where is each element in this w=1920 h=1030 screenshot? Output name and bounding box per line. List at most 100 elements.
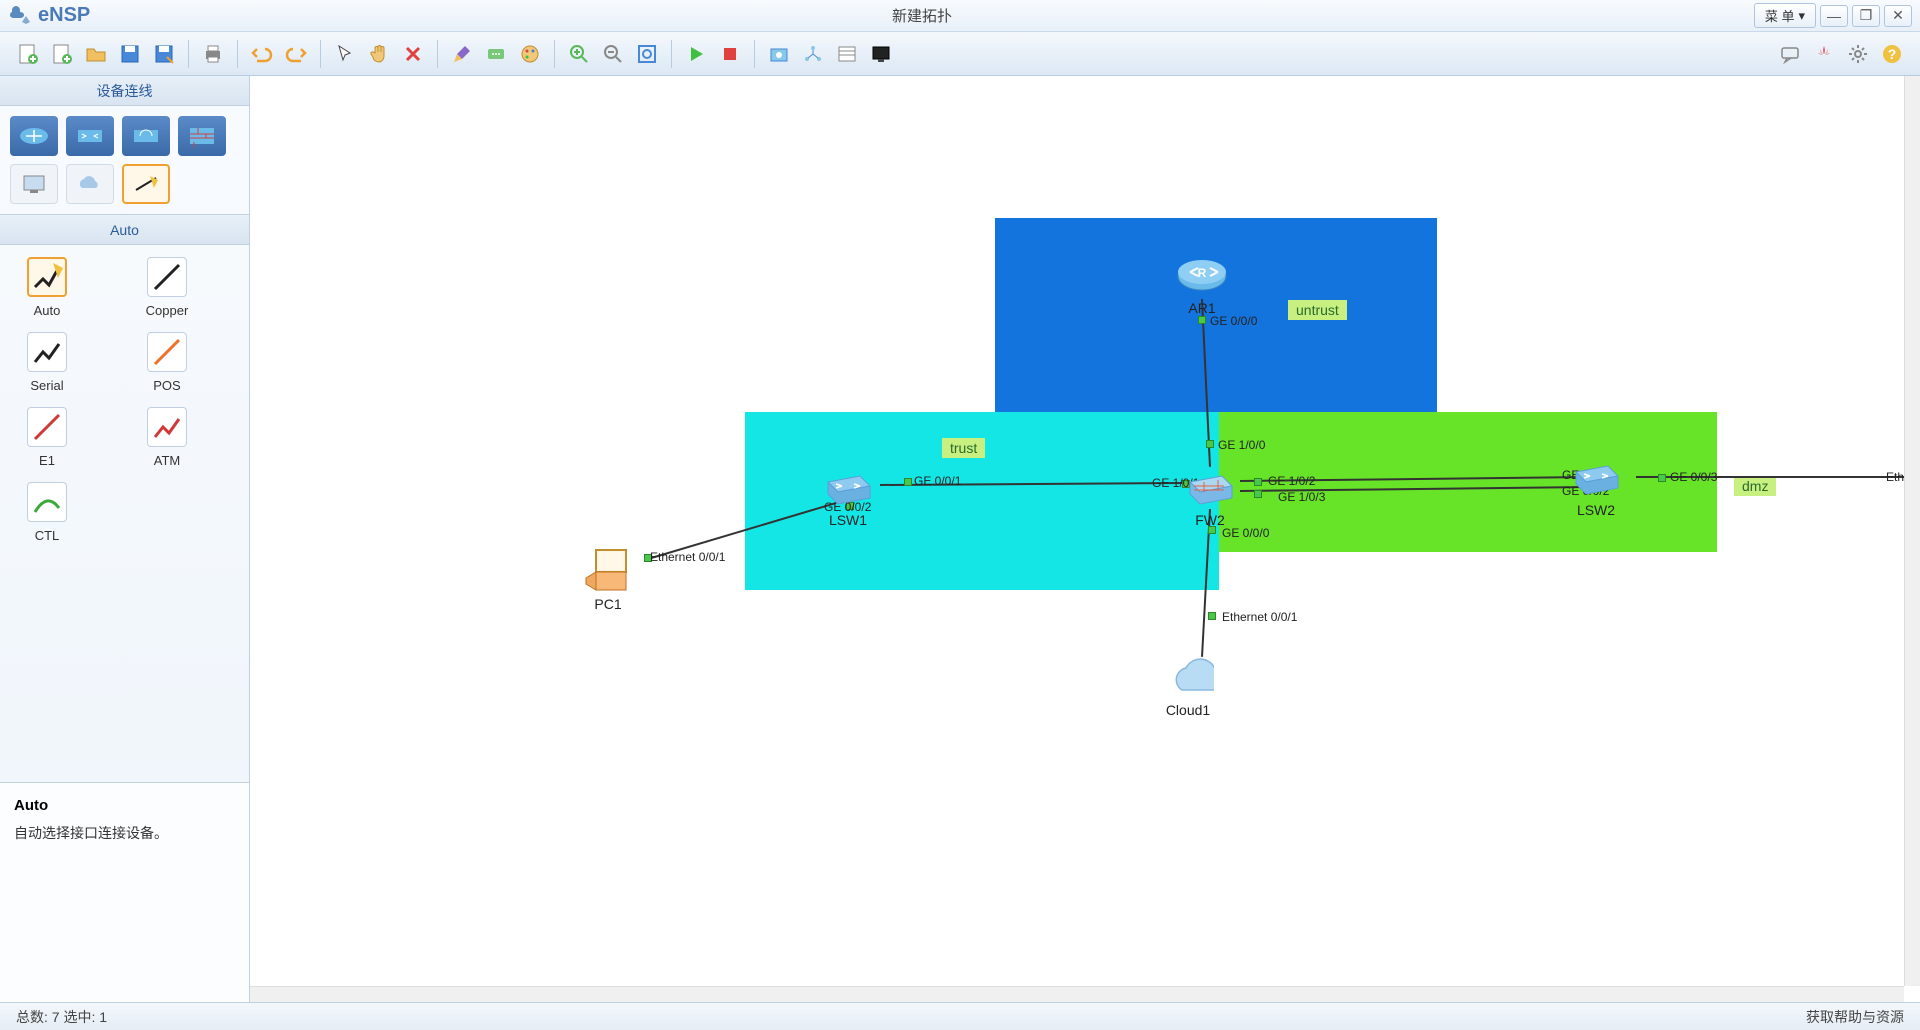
toolbar-separator [754, 40, 755, 68]
connection-icon [27, 332, 67, 372]
sidebar: 设备连线 Auto AutoCopperSerialPOSE1ATMCTL Au… [0, 76, 250, 1002]
new-topo-button[interactable] [12, 38, 44, 70]
save-icon [119, 43, 141, 65]
settings-button[interactable] [1842, 38, 1874, 70]
select-button[interactable] [329, 38, 361, 70]
node-LSW1[interactable]: LSW1 [822, 466, 874, 528]
svg-text:R: R [1198, 266, 1207, 280]
node-label: Cloud1 [1166, 702, 1210, 718]
print-icon [202, 43, 224, 65]
new-blank-button[interactable] [46, 38, 78, 70]
port-label: GE 0/0/1 [914, 474, 961, 488]
main-area: 设备连线 Auto AutoCopperSerialPOSE1ATMCTL Au… [0, 76, 1920, 1002]
port-indicator [1254, 490, 1262, 498]
connection-type-pos[interactable]: POS [132, 332, 202, 393]
node-LSW2[interactable]: LSW2 [1570, 456, 1622, 518]
node-label: AR1 [1188, 300, 1215, 316]
save-button[interactable] [114, 38, 146, 70]
node-FW2[interactable]: FW2 [1184, 466, 1236, 528]
open-button[interactable] [80, 38, 112, 70]
start-button[interactable] [680, 38, 712, 70]
message-button[interactable] [1774, 38, 1806, 70]
topology-button[interactable] [797, 38, 829, 70]
text-icon [485, 43, 507, 65]
node-label: LSW1 [829, 512, 867, 528]
toolbar-separator [320, 40, 321, 68]
zoom-fit-icon [636, 43, 658, 65]
node-AR1[interactable]: R AR1 [1176, 254, 1228, 316]
cloud-icon [1162, 656, 1214, 700]
topology-canvas[interactable]: untrusttrustdmzGE 0/0/0GE 1/0/0GE 0/0/1G… [250, 76, 1904, 986]
open-icon [85, 43, 107, 65]
connections-header: Auto [0, 215, 249, 245]
category-cloud[interactable] [66, 164, 114, 204]
connection-type-e1[interactable]: E1 [12, 407, 82, 468]
firewall-icon [1184, 466, 1236, 510]
stop-button[interactable] [714, 38, 746, 70]
broom-button[interactable] [446, 38, 478, 70]
zoom-fit-button[interactable] [631, 38, 663, 70]
connection-label: CTL [35, 528, 60, 543]
canvas-area[interactable]: untrusttrustdmzGE 0/0/0GE 1/0/0GE 0/0/1G… [250, 76, 1920, 1002]
print-button[interactable] [197, 38, 229, 70]
switch-icon [1570, 456, 1622, 500]
connection-type-auto[interactable]: Auto [12, 257, 82, 318]
pan-button[interactable] [363, 38, 395, 70]
text-button[interactable] [480, 38, 512, 70]
switch-icon [822, 466, 874, 510]
toolbar-separator [188, 40, 189, 68]
cloud-icon [74, 172, 106, 196]
port-label: Ethernet 0/0/1 [1222, 610, 1297, 624]
connection-type-serial[interactable]: Serial [12, 332, 82, 393]
redo-button[interactable] [280, 38, 312, 70]
category-firewall[interactable] [178, 116, 226, 156]
connection-label: ATM [154, 453, 180, 468]
port-indicator [1208, 612, 1216, 620]
node-PC1[interactable]: PC1 [582, 550, 634, 612]
pc-icon [18, 172, 50, 196]
zoom-in-button[interactable] [563, 38, 595, 70]
message-icon [1779, 43, 1801, 65]
status-help-link[interactable]: 获取帮助与资源 [1806, 1007, 1904, 1027]
connection-type-ctl[interactable]: CTL [12, 482, 82, 543]
category-pc[interactable] [10, 164, 58, 204]
app-logo: eNSP [8, 4, 90, 28]
huawei-button[interactable] [1808, 38, 1840, 70]
category-switch[interactable] [66, 116, 114, 156]
connection-label: Copper [146, 303, 189, 318]
save-as-button[interactable] [148, 38, 180, 70]
close-button[interactable]: ✕ [1884, 5, 1912, 27]
palette-button[interactable] [514, 38, 546, 70]
node-Cloud1[interactable]: Cloud1 [1162, 656, 1214, 718]
category-connection[interactable] [122, 164, 170, 204]
port-label: GE 0/0/0 [1222, 526, 1269, 540]
delete-icon [402, 43, 424, 65]
maximize-button[interactable]: ❐ [1852, 5, 1880, 27]
device-categories [0, 106, 249, 215]
zoom-out-button[interactable] [597, 38, 629, 70]
capture-button[interactable] [763, 38, 795, 70]
port-label: GE 0/0/3 [1670, 470, 1717, 484]
toolbar-separator [671, 40, 672, 68]
horizontal-scrollbar[interactable] [250, 986, 1904, 1002]
info-panel: Auto 自动选择接口连接设备。 [0, 782, 249, 1002]
connection-type-atm[interactable]: ATM [132, 407, 202, 468]
pointer-icon [334, 43, 356, 65]
list-button[interactable] [831, 38, 863, 70]
connection-type-copper[interactable]: Copper [132, 257, 202, 318]
display-button[interactable] [865, 38, 897, 70]
help-button[interactable]: ? [1876, 38, 1908, 70]
vertical-scrollbar[interactable] [1904, 76, 1920, 986]
delete-button[interactable] [397, 38, 429, 70]
connection-icon [147, 407, 187, 447]
category-wlan[interactable] [122, 116, 170, 156]
port-indicator [1206, 440, 1214, 448]
undo-icon [251, 43, 273, 65]
menu-button[interactable]: 菜 单▾ [1754, 3, 1816, 28]
connection-icon [147, 332, 187, 372]
undo-button[interactable] [246, 38, 278, 70]
zone-label-dmz: dmz [1734, 476, 1776, 496]
category-router[interactable] [10, 116, 58, 156]
switch-icon [74, 124, 106, 148]
minimize-button[interactable]: — [1820, 5, 1848, 27]
